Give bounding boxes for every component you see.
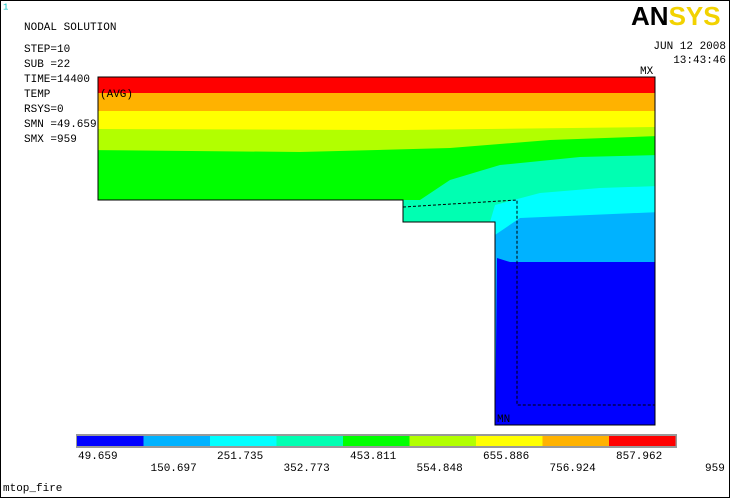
legend-label: 857.962 xyxy=(616,451,662,463)
legend-label: 959 xyxy=(705,463,725,475)
legend-swatch xyxy=(476,436,543,446)
legend-label: 453.811 xyxy=(350,451,397,463)
legend-swatch xyxy=(409,436,476,446)
legend-label: 49.659 xyxy=(78,451,118,463)
info-line: TEMP xyxy=(24,89,51,101)
info-line: SMN =49.659 xyxy=(24,119,97,131)
legend-label: 150.697 xyxy=(151,463,197,475)
legend-swatch xyxy=(276,436,343,446)
legend-label: 251.735 xyxy=(217,451,263,463)
min-marker: MN xyxy=(497,414,510,426)
date: JUN 12 2008 xyxy=(653,41,726,53)
legend-swatch xyxy=(542,436,609,446)
info-line: STEP=10 xyxy=(24,44,70,56)
info-line: TIME=14400 xyxy=(24,74,90,86)
contour-band xyxy=(98,77,655,93)
logo: ANSYS xyxy=(631,1,721,31)
legend-swatch xyxy=(609,436,676,446)
legend-swatch xyxy=(143,436,210,446)
legend-swatch xyxy=(77,436,144,446)
legend: 49.659 150.697 251.735 352.773 453.811 554.84… xyxy=(77,436,725,475)
inner-edge xyxy=(402,199,655,406)
info-line: SMX =959 xyxy=(24,134,77,146)
legend-swatch xyxy=(343,436,410,446)
legend-label: 655.886 xyxy=(483,451,529,463)
legend-swatch xyxy=(210,436,277,446)
legend-label: 756.924 xyxy=(550,463,597,475)
info-line: (AVG) xyxy=(100,89,133,101)
model-outline xyxy=(97,76,656,426)
info-line: RSYS=0 xyxy=(24,104,64,116)
footer: mtop_fire xyxy=(3,483,62,495)
legend-label: 554.848 xyxy=(417,463,463,475)
plot-title: NODAL SOLUTION xyxy=(24,22,116,34)
time: 13:43:46 xyxy=(673,55,726,67)
info-line: SUB =22 xyxy=(24,59,70,71)
logo-right: SYS xyxy=(669,1,721,31)
max-marker: MX xyxy=(640,66,654,78)
window-id: 1 xyxy=(3,2,8,12)
logo-left: AN xyxy=(631,1,669,31)
legend-label: 352.773 xyxy=(284,463,330,475)
